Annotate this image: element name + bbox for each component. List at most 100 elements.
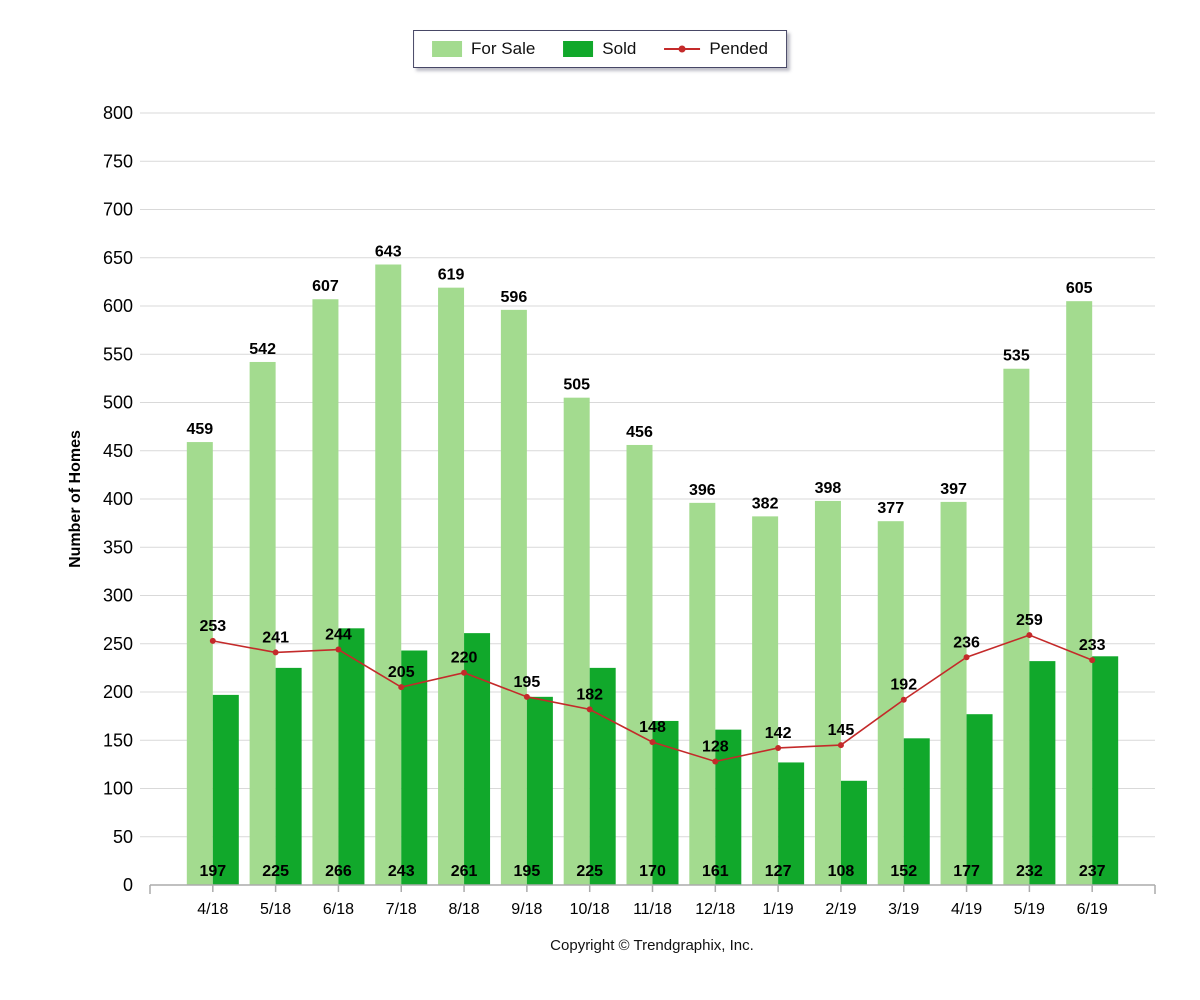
x-tick-label: 11/18 [633, 901, 672, 918]
for-sale-bar [563, 397, 590, 885]
pended-value-label: 195 [514, 674, 541, 691]
pended-marker-icon [678, 45, 686, 53]
pended-value-label: 220 [451, 650, 478, 667]
y-tick-label: 50 [113, 827, 133, 847]
sold-bar [526, 696, 553, 885]
sold-bar [464, 633, 491, 885]
y-tick-label: 100 [103, 779, 133, 799]
for-sale-bar [814, 500, 841, 885]
legend-label-pended: Pended [709, 39, 768, 58]
sold-value-label: 237 [1079, 863, 1106, 880]
pended-value-label: 241 [262, 629, 289, 646]
y-axis-title: Number of Homes [67, 430, 84, 568]
y-tick-label: 700 [103, 200, 133, 220]
x-tick-label: 4/19 [951, 901, 982, 918]
sold-bar [1092, 656, 1119, 885]
x-tick-label: 9/18 [511, 901, 542, 918]
pended-value-label: 259 [1016, 612, 1043, 629]
y-tick-label: 600 [103, 296, 133, 316]
pended-point [523, 693, 530, 700]
pended-value-label: 233 [1079, 637, 1106, 654]
sold-value-label: 266 [325, 863, 352, 880]
pended-point [586, 706, 593, 713]
for-sale-value-label: 596 [501, 289, 528, 306]
x-tick-label: 10/18 [570, 901, 610, 918]
pended-point [775, 744, 782, 751]
for-sale-value-label: 542 [249, 341, 276, 358]
y-tick-label: 200 [103, 682, 133, 702]
sold-bar [275, 667, 302, 885]
sold-bar [966, 714, 993, 885]
y-tick-label: 750 [103, 151, 133, 171]
pended-point [837, 742, 844, 749]
y-tick-label: 450 [103, 441, 133, 461]
y-tick-label: 550 [103, 344, 133, 364]
sold-value-label: 261 [451, 863, 478, 880]
for-sale-value-label: 535 [1003, 348, 1030, 365]
sold-bar [778, 762, 805, 885]
sold-bar [1029, 661, 1056, 885]
sold-value-label: 170 [639, 863, 666, 880]
for-sale-swatch-icon [432, 41, 463, 57]
y-tick-label: 150 [103, 730, 133, 750]
pended-point [900, 696, 907, 703]
sold-bar [589, 667, 616, 885]
for-sale-bar [689, 502, 716, 885]
y-tick-label: 650 [103, 248, 133, 268]
legend-item-for-sale: For Sale [432, 39, 535, 59]
for-sale-value-label: 377 [877, 500, 904, 517]
for-sale-bar [438, 287, 465, 885]
sold-bar [212, 694, 239, 885]
for-sale-bar [626, 444, 653, 885]
pended-value-label: 253 [199, 618, 226, 635]
sold-value-label: 243 [388, 863, 415, 880]
y-tick-label: 800 [103, 103, 133, 123]
sold-bar [903, 738, 930, 885]
sold-value-label: 195 [514, 863, 541, 880]
for-sale-bar [752, 516, 779, 885]
sold-value-label: 108 [828, 863, 855, 880]
pended-point [461, 669, 468, 676]
pended-value-label: 148 [639, 719, 666, 736]
sold-value-label: 161 [702, 863, 729, 880]
for-sale-value-label: 456 [626, 424, 653, 441]
pended-point [272, 649, 279, 656]
for-sale-value-label: 459 [186, 421, 213, 438]
pended-point [209, 637, 216, 644]
pended-value-label: 145 [828, 722, 855, 739]
pended-value-label: 142 [765, 725, 792, 742]
y-tick-label: 300 [103, 586, 133, 606]
sold-value-label: 197 [199, 863, 226, 880]
copyright-text: Copyright © Trendgraphix, Inc. [550, 937, 754, 954]
legend-label-for-sale: For Sale [471, 39, 536, 58]
sold-value-label: 177 [953, 863, 980, 880]
x-tick-label: 1/19 [763, 901, 794, 918]
sold-value-label: 232 [1016, 863, 1043, 880]
pended-value-label: 236 [953, 634, 980, 651]
for-sale-value-label: 398 [815, 480, 842, 497]
for-sale-bar [1003, 368, 1030, 886]
x-tick-label: 5/18 [260, 901, 291, 918]
pended-value-label: 182 [576, 686, 603, 703]
x-tick-label: 12/18 [695, 901, 735, 918]
for-sale-value-label: 605 [1066, 280, 1093, 297]
pended-point [335, 646, 342, 653]
for-sale-bar [186, 442, 213, 885]
pended-point [1026, 632, 1033, 639]
legend-label-sold: Sold [602, 39, 637, 58]
for-sale-value-label: 397 [940, 481, 967, 498]
pended-line-swatch-icon [664, 45, 701, 53]
sold-bar [840, 780, 867, 885]
for-sale-bar [500, 309, 527, 885]
for-sale-bar [375, 264, 402, 885]
x-tick-label: 4/18 [197, 901, 228, 918]
pended-point [712, 758, 719, 765]
for-sale-value-label: 382 [752, 495, 779, 512]
for-sale-bar [249, 361, 276, 886]
sold-value-label: 127 [765, 863, 792, 880]
for-sale-value-label: 619 [438, 267, 465, 284]
x-tick-label: 8/18 [448, 901, 479, 918]
pended-value-label: 192 [890, 677, 917, 694]
sold-value-label: 225 [262, 863, 289, 880]
